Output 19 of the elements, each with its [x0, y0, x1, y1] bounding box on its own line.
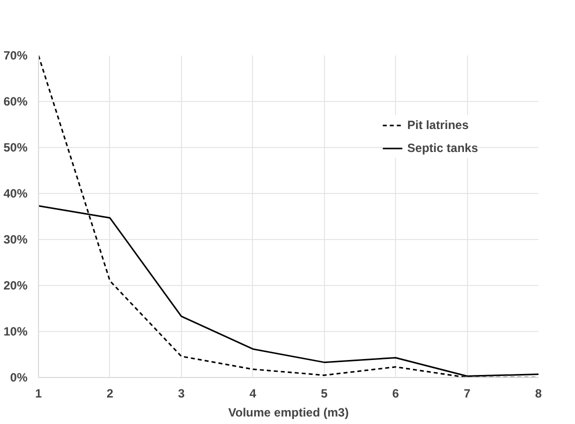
- y-tick-label: 30%: [3, 232, 28, 246]
- legend-label: Septic tanks: [407, 141, 478, 155]
- y-tick-label: 20%: [3, 278, 28, 292]
- x-tick-label: 4: [249, 386, 256, 400]
- x-tick-label: 8: [535, 386, 542, 400]
- x-tick-label: 1: [35, 386, 42, 400]
- y-tick-label: 0%: [10, 370, 28, 384]
- y-tick-label: 70%: [3, 48, 28, 62]
- y-tick-label: 60%: [3, 94, 28, 108]
- legend-label: Pit latrines: [407, 118, 469, 132]
- x-tick-label: 7: [464, 386, 471, 400]
- x-axis-title: Volume emptied (m3): [228, 406, 349, 420]
- x-tick-label: 3: [178, 386, 186, 400]
- x-tick-label: 5: [320, 386, 328, 400]
- x-tick-label: 6: [392, 386, 400, 400]
- x-tick-label: 2: [106, 386, 114, 400]
- y-tick-label: 50%: [3, 140, 28, 154]
- y-tick-label: 40%: [3, 186, 28, 200]
- y-tick-label: 10%: [3, 324, 28, 338]
